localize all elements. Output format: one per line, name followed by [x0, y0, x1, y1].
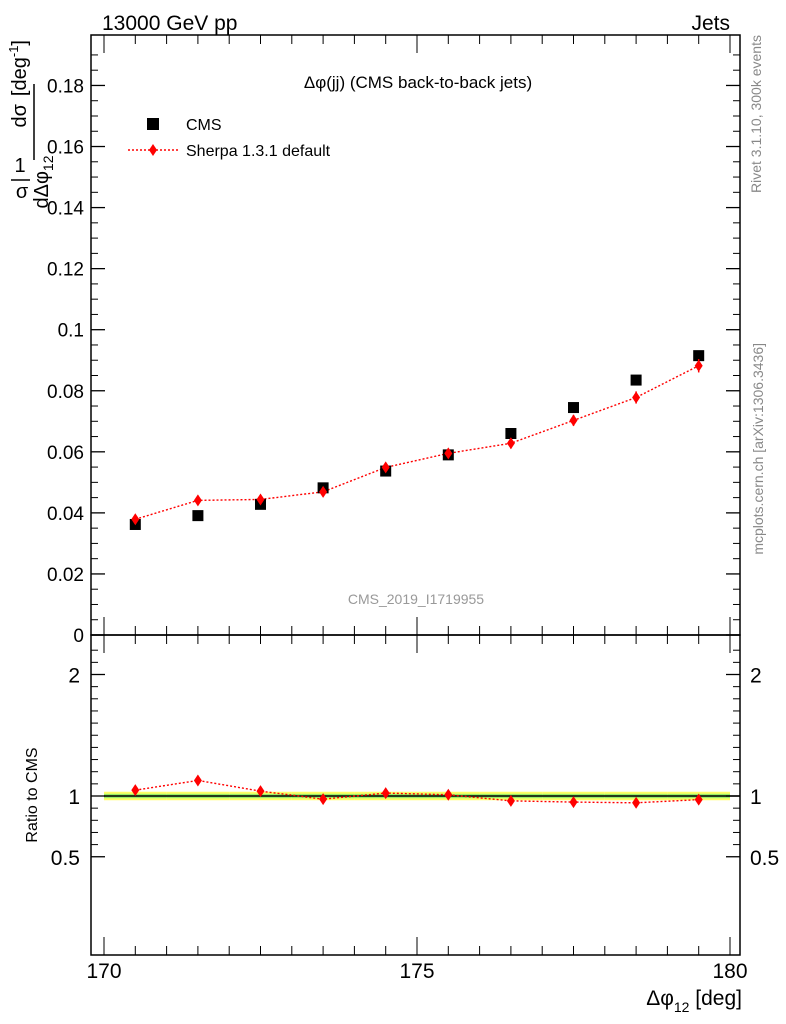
cms-point — [568, 402, 579, 414]
ratio-y-tick-label: 0.5 — [51, 847, 80, 870]
ratio-sherpa-point — [632, 796, 641, 809]
sherpa-point — [506, 437, 515, 450]
sherpa-point — [569, 414, 578, 427]
ratio-frame — [90, 634, 741, 956]
main-y-axis-label: 1 σ dσ dΔφ12 [deg-1] — [6, 40, 56, 209]
ratio-y-tick-label: 2 — [68, 665, 80, 688]
ratio-panel: 0.5 0.5 1 1 2 2 170 175 180 Ratio to CMS Δφ12 [d… — [24, 634, 779, 1015]
ratio-sherpa-point — [319, 793, 328, 806]
process-label: Jets — [691, 12, 730, 35]
y-label-derivative: dσ — [9, 103, 31, 127]
cms-point — [630, 374, 642, 386]
sherpa-point — [193, 494, 202, 507]
cms-point — [505, 428, 517, 440]
main-panel: 0 0.02 0.04 0.06 0.08 0.1 0.12 0.14 0.16 0.18 Δφ(… — [6, 34, 741, 647]
legend-label-sherpa: Sherpa 1.3.1 default — [186, 143, 331, 160]
x-tick-label: 180 — [712, 960, 747, 983]
y-label-sigma: σ — [16, 181, 29, 203]
watermark: CMS_2019_I1719955 — [348, 591, 484, 607]
ratio-sherpa-point — [569, 796, 578, 809]
ratio-y-tick-label-right: 0.5 — [750, 847, 779, 870]
x-axis-label: Δφ12 [deg] — [646, 987, 742, 1015]
main-y-tick-label: 0.06 — [47, 443, 84, 464]
legend: CMS Sherpa 1.3.1 default — [128, 117, 331, 160]
sherpa-point — [319, 485, 328, 498]
main-y-tick-label: 0.18 — [47, 76, 84, 97]
mcplots-label: mcplots.cern.ch [arXiv:1306.3436] — [750, 343, 766, 555]
sherpa-point — [694, 359, 703, 372]
ratio-y-tick-label-right: 1 — [750, 786, 762, 809]
cms-point — [693, 350, 705, 362]
y-label-one: 1 — [14, 155, 25, 177]
ratio-y-tick-label: 1 — [68, 786, 80, 809]
cms-point — [192, 510, 204, 522]
energy-label: 13000 GeV pp — [102, 12, 237, 35]
main-title: Δφ(jj) (CMS back-to-back jets) — [304, 73, 532, 92]
sherpa-point — [381, 461, 390, 474]
ratio-sherpa-point — [444, 788, 453, 801]
main-y-tick-label: 0.04 — [47, 504, 84, 525]
rivet-label: Rivet 3.1.10, 300k events — [748, 35, 764, 193]
ratio-y-tick-label-right: 2 — [750, 665, 762, 688]
legend-marker-sherpa — [149, 144, 157, 156]
ratio-sherpa-point — [131, 784, 140, 797]
main-y-tick-label: 0.16 — [47, 138, 84, 159]
ratio-sherpa-point — [506, 794, 515, 807]
main-y-tick-label: 0.14 — [47, 199, 84, 220]
main-y-tick-label: 0.08 — [47, 382, 84, 403]
sherpa-point — [444, 447, 453, 460]
sherpa-point — [256, 493, 265, 506]
sherpa-point — [131, 513, 140, 526]
y-label-units: [deg-1] — [6, 40, 31, 96]
x-tick-label: 175 — [399, 960, 434, 983]
sherpa-point — [632, 391, 641, 404]
ratio-sherpa-point — [256, 785, 265, 798]
x-tick-label: 170 — [86, 960, 121, 983]
legend-marker-cms — [147, 118, 159, 130]
ratio-sherpa-point — [381, 787, 390, 800]
legend-label-cms: CMS — [186, 117, 222, 134]
y-label-denominator: dΔφ12 — [31, 155, 56, 208]
main-y-tick-label: 0 — [73, 626, 84, 647]
ratio-sherpa-point — [694, 793, 703, 806]
main-y-tick-label: 0.1 — [58, 321, 84, 342]
ratio-sherpa-point — [193, 774, 202, 787]
ratio-sherpa-line — [135, 779, 699, 804]
ratio-y-axis-label: Ratio to CMS — [24, 747, 41, 842]
sherpa-line — [135, 365, 700, 520]
main-y-tick-label: 0.12 — [47, 260, 84, 281]
main-y-tick-label: 0.02 — [47, 565, 84, 586]
